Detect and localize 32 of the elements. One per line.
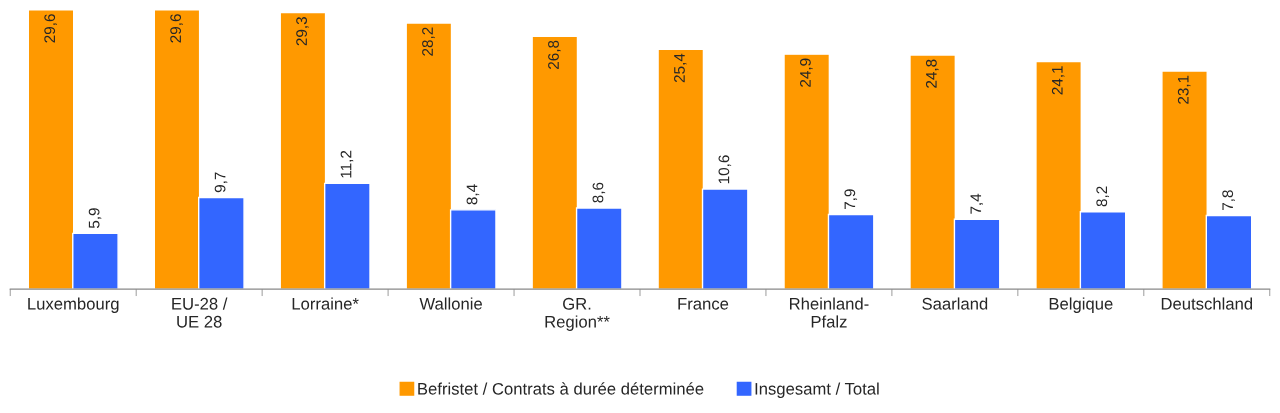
data-label: 9,7 — [214, 172, 228, 193]
data-label: 5,9 — [88, 208, 102, 229]
x-tick-label: France — [678, 298, 729, 310]
data-label: 28,2 — [422, 27, 435, 56]
x-tick-label: Luxembourg — [28, 297, 119, 313]
legend-label: Insgesamt / Total — [755, 382, 879, 398]
data-label: 29,6 — [44, 14, 57, 43]
data-label: 24,8 — [925, 59, 939, 88]
data-label: 7,9 — [844, 189, 858, 210]
legend-label: Befristet / Contrats à durée déterminée — [418, 382, 704, 395]
data-label: 29,6 — [170, 14, 183, 43]
data-label: 29,3 — [296, 17, 309, 46]
data-label: 8,2 — [1096, 186, 1109, 207]
data-label: 10,6 — [718, 155, 732, 184]
data-label: 26,8 — [548, 40, 561, 69]
data-label: 23,1 — [1177, 75, 1191, 104]
data-label: 24,9 — [799, 58, 813, 87]
x-tick-label: Rheinland- Pfalz — [789, 297, 869, 328]
data-label: 24,1 — [1051, 66, 1065, 95]
x-tick-label: Saarland — [922, 297, 988, 310]
data-label: 7,4 — [970, 193, 983, 214]
data-label: 8,6 — [592, 182, 606, 203]
x-tick-label: Lorraine* — [292, 297, 359, 310]
x-tick-label: Wallonie — [419, 297, 482, 310]
x-tick-label: Belgique — [1049, 297, 1113, 313]
data-label: 11,2 — [340, 150, 354, 178]
data-label: 8,4 — [466, 184, 480, 205]
data-label: 7,8 — [1222, 190, 1235, 210]
x-tick-label: EU-28 / UE 28 — [172, 297, 228, 328]
data-label: 25,4 — [674, 53, 687, 83]
x-tick-label: GR. Region** — [545, 297, 610, 331]
x-tick-label: Deutschland — [1161, 297, 1253, 310]
